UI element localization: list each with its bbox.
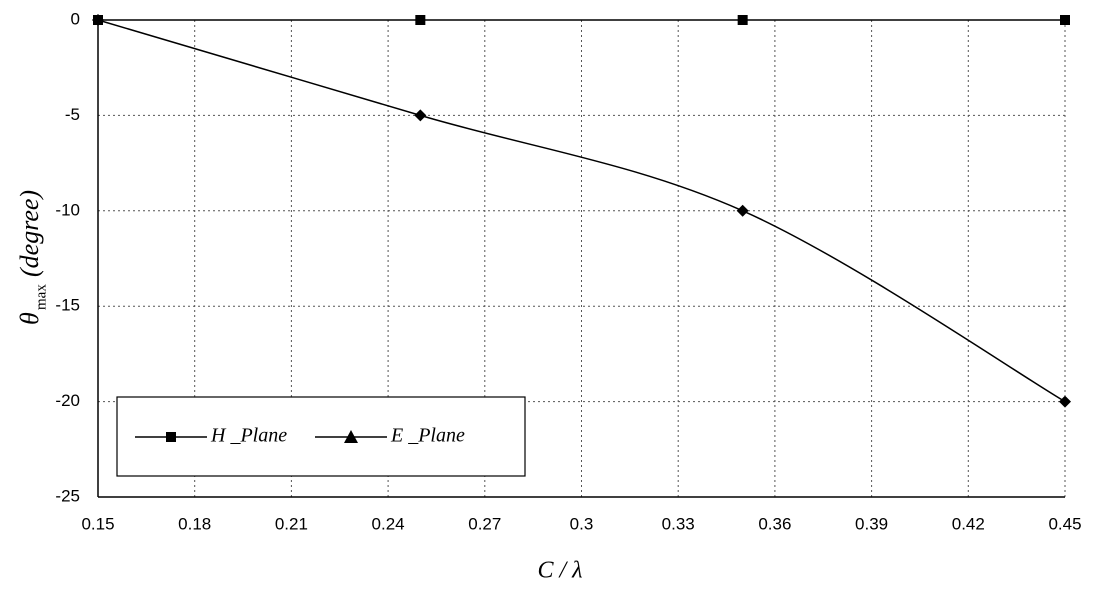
- x-tick-label: 0.18: [178, 514, 211, 533]
- y-axis-label: θ max (degree): [15, 190, 49, 325]
- x-tick-label: 0.3: [570, 514, 594, 533]
- marker: [344, 430, 358, 443]
- marker: [737, 15, 748, 25]
- y-tick-label: -10: [55, 200, 80, 219]
- y-tick-label: -15: [55, 296, 80, 315]
- marker: [166, 432, 176, 442]
- y-tick-label: -20: [55, 391, 80, 410]
- x-tick-label: 0.39: [855, 514, 888, 533]
- marker: [1059, 395, 1071, 408]
- marker: [415, 15, 426, 25]
- x-tick-label: 0.15: [81, 514, 114, 533]
- x-tick-label: 0.36: [758, 514, 791, 533]
- x-tick-label: 0.33: [662, 514, 695, 533]
- legend-label: E _Plane: [390, 425, 465, 447]
- x-tick-label: 0.45: [1048, 514, 1081, 533]
- y-tick-label: -5: [65, 105, 80, 124]
- y-label-symbol: θ: [15, 312, 44, 325]
- x-tick-label: 0.27: [468, 514, 501, 533]
- x-axis-label: C / λ: [537, 558, 582, 584]
- x-tick-label: 0.24: [372, 514, 405, 533]
- x-tick-label: 0.42: [952, 514, 985, 533]
- series-line: [97, 19, 1066, 403]
- x-tick-label: 0.21: [275, 514, 308, 533]
- marker: [736, 204, 749, 217]
- y-label-subscript: max: [33, 284, 49, 310]
- legend-label: H _Plane: [210, 425, 287, 447]
- y-tick-label: -25: [55, 486, 80, 505]
- y-tick-label: 0: [71, 9, 80, 28]
- marker: [414, 109, 427, 122]
- marker: [92, 14, 104, 26]
- y-label-unit: (degree): [15, 190, 44, 277]
- marker: [1060, 15, 1070, 25]
